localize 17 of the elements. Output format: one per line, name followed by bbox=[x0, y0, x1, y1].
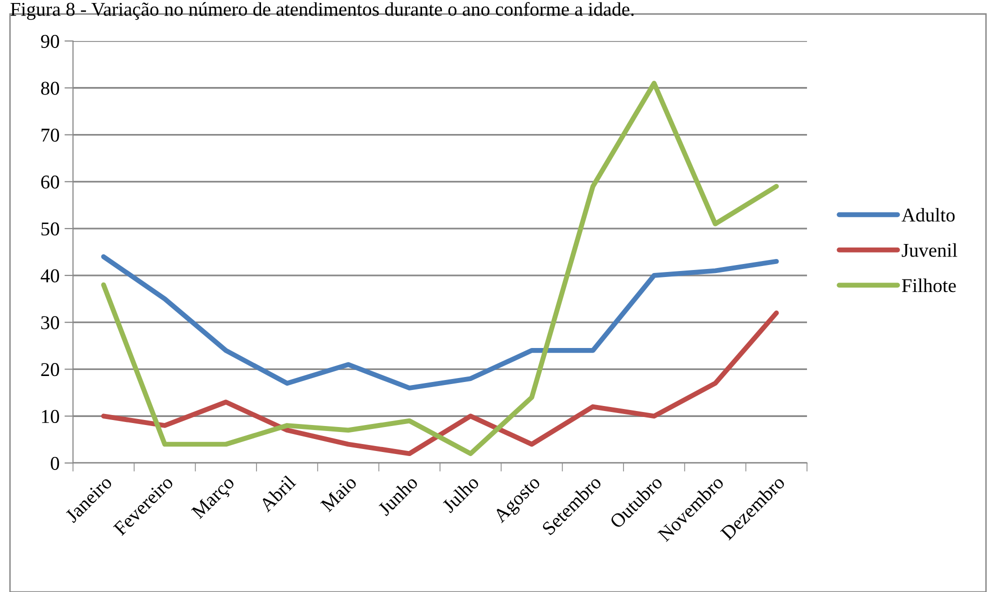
line-series bbox=[101, 254, 779, 390]
y-tick-label: 90 bbox=[40, 34, 60, 48]
y-tick-label: 70 bbox=[42, 128, 60, 142]
line-series bbox=[101, 310, 779, 456]
legend-label: Filhote bbox=[902, 278, 956, 292]
line-series bbox=[101, 80, 779, 456]
y-tick-label: 60 bbox=[41, 175, 60, 189]
y-tick-label: 30 bbox=[41, 316, 60, 330]
y-tick-label: 40 bbox=[40, 269, 60, 282]
legend-label: Adulto bbox=[902, 208, 955, 222]
y-tick-label: 10 bbox=[42, 410, 60, 424]
chart-title: Figura 8 - Variação no número de atendimentos durante o ano conforme a idade. bbox=[10, 2, 634, 20]
y-tick-label: 50 bbox=[41, 222, 60, 236]
y-tick-label: 0 bbox=[50, 456, 60, 470]
y-tick-label: 20 bbox=[41, 363, 60, 376]
legend-label: Juvenil bbox=[902, 243, 958, 257]
y-tick-label: 80 bbox=[41, 82, 60, 95]
